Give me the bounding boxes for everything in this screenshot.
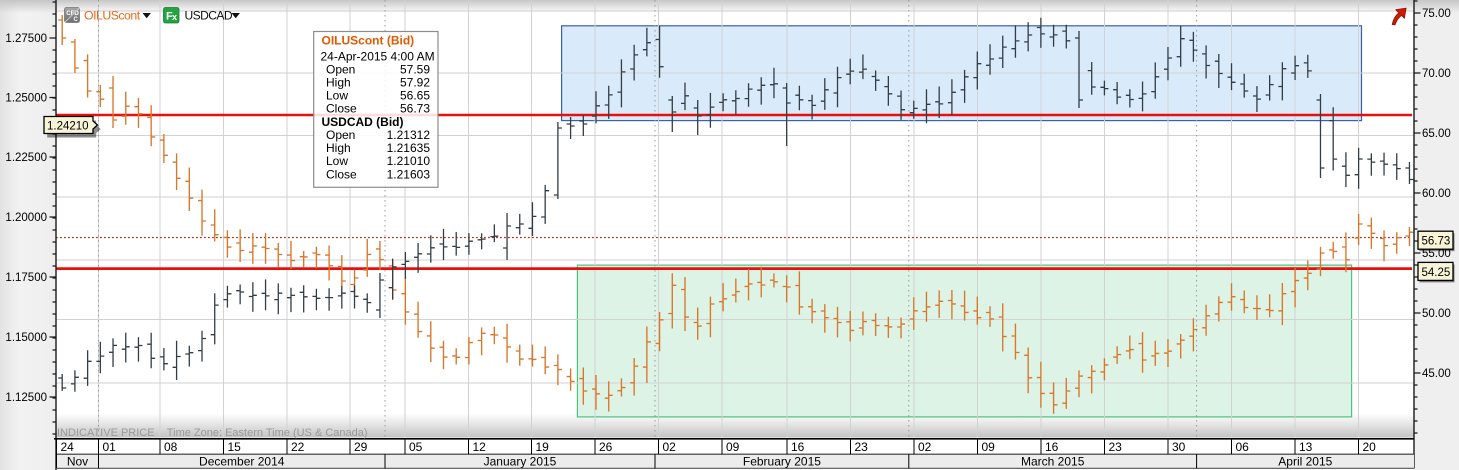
svg-text:65.00: 65.00 xyxy=(1422,128,1451,140)
svg-text:x: x xyxy=(172,12,177,22)
svg-text:16: 16 xyxy=(1045,440,1059,454)
svg-text:75.00: 75.00 xyxy=(1422,8,1451,20)
svg-text:February 2015: February 2015 xyxy=(743,455,821,469)
svg-text:45.00: 45.00 xyxy=(1422,368,1451,380)
svg-text:12: 12 xyxy=(473,440,487,454)
svg-text:70.00: 70.00 xyxy=(1422,68,1451,80)
svg-text:1.21010: 1.21010 xyxy=(387,154,431,168)
svg-text:56.73: 56.73 xyxy=(400,102,430,116)
svg-text:High: High xyxy=(326,141,351,155)
svg-text:CFD: CFD xyxy=(66,10,79,17)
svg-text:16: 16 xyxy=(791,440,805,454)
svg-text:1.27500: 1.27500 xyxy=(5,33,47,45)
svg-text:December 2014: December 2014 xyxy=(199,455,285,469)
svg-text:Low: Low xyxy=(326,154,348,168)
svg-text:57.59: 57.59 xyxy=(400,63,430,77)
svg-text:23: 23 xyxy=(855,440,869,454)
svg-text:USDCAD: USDCAD xyxy=(185,9,233,23)
svg-text:Open: Open xyxy=(326,128,355,142)
svg-text:57.92: 57.92 xyxy=(400,76,430,90)
svg-text:09: 09 xyxy=(982,440,996,454)
svg-text:Open: Open xyxy=(326,63,355,77)
svg-text:24-Apr-2015 4:00 AM: 24-Apr-2015 4:00 AM xyxy=(321,50,435,64)
svg-text:1.12500: 1.12500 xyxy=(5,392,47,404)
svg-text:56.65: 56.65 xyxy=(400,89,430,103)
svg-text:F: F xyxy=(166,10,173,22)
svg-text:50.00: 50.00 xyxy=(1422,308,1451,320)
svg-text:1.22500: 1.22500 xyxy=(5,152,47,164)
svg-text:06: 06 xyxy=(1236,440,1250,454)
svg-text:1.21603: 1.21603 xyxy=(387,168,431,182)
svg-text:1.21312: 1.21312 xyxy=(387,128,431,142)
svg-text:02: 02 xyxy=(918,440,932,454)
svg-text:OILUScont: OILUScont xyxy=(84,9,141,23)
svg-text:INDICATIVE PRICE Time Zone:: INDICATIVE PRICE Time Zone: Eastern Time… xyxy=(57,427,368,439)
svg-text:24: 24 xyxy=(61,440,75,454)
svg-text:22: 22 xyxy=(291,440,305,454)
svg-text:April 2015: April 2015 xyxy=(1278,455,1332,469)
svg-text:26: 26 xyxy=(599,440,613,454)
svg-text:01: 01 xyxy=(103,440,117,454)
svg-text:08: 08 xyxy=(164,440,178,454)
svg-text:09: 09 xyxy=(726,440,740,454)
svg-text:23: 23 xyxy=(1109,440,1123,454)
svg-text:29: 29 xyxy=(354,440,368,454)
svg-text:02: 02 xyxy=(663,440,677,454)
svg-text:55.00: 55.00 xyxy=(1422,248,1451,260)
svg-text:High: High xyxy=(326,76,351,90)
svg-text:20: 20 xyxy=(1363,440,1377,454)
svg-text:1.15000: 1.15000 xyxy=(5,332,47,344)
svg-text:1.17500: 1.17500 xyxy=(5,272,47,284)
svg-text:30: 30 xyxy=(1172,440,1186,454)
svg-text:19: 19 xyxy=(536,440,550,454)
svg-text:15: 15 xyxy=(228,440,242,454)
svg-text:54.25: 54.25 xyxy=(1422,267,1451,279)
svg-text:Close: Close xyxy=(326,168,357,182)
svg-text:1.21635: 1.21635 xyxy=(387,141,431,155)
svg-text:Low: Low xyxy=(326,89,348,103)
svg-text:1.20000: 1.20000 xyxy=(5,212,47,224)
svg-text:1.24210: 1.24210 xyxy=(47,121,89,133)
svg-text:1.25000: 1.25000 xyxy=(5,93,47,105)
svg-text:OILUScont (Bid): OILUScont (Bid) xyxy=(322,34,415,48)
svg-text:56.73: 56.73 xyxy=(1422,236,1451,248)
svg-text:USDCAD (Bid): USDCAD (Bid) xyxy=(322,115,404,129)
svg-text:60.00: 60.00 xyxy=(1422,188,1451,200)
svg-text:05: 05 xyxy=(409,440,423,454)
svg-text:January 2015: January 2015 xyxy=(484,455,557,469)
svg-text:C: C xyxy=(74,17,79,23)
svg-text:Close: Close xyxy=(326,102,357,116)
svg-text:13: 13 xyxy=(1299,440,1313,454)
svg-text:Nov: Nov xyxy=(67,455,88,469)
svg-text:March 2015: March 2015 xyxy=(1021,455,1085,469)
